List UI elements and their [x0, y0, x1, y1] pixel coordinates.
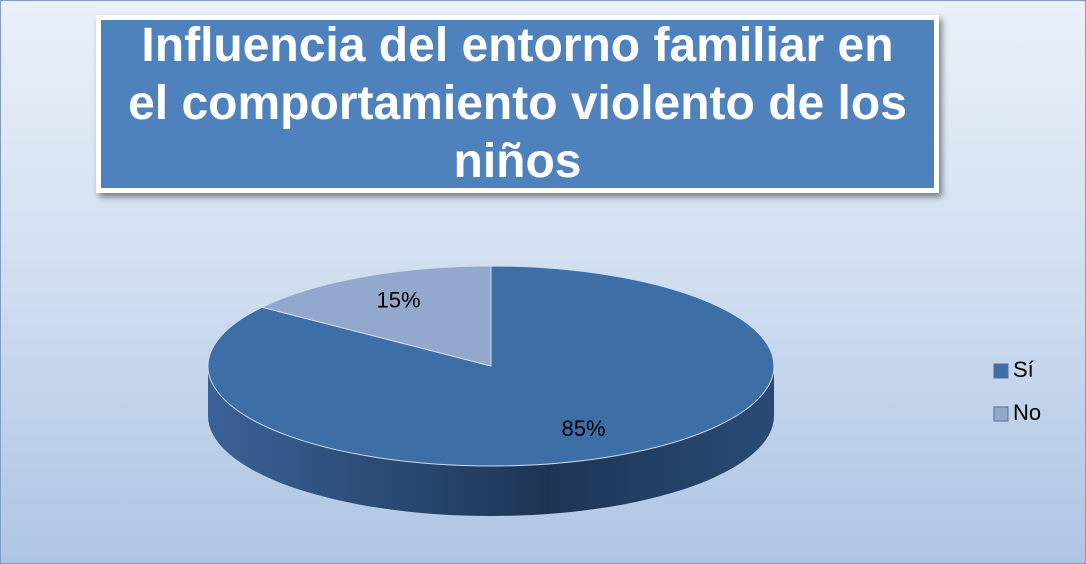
pie-side	[208, 366, 774, 516]
legend-label: No	[1013, 400, 1041, 425]
legend-label: Sí	[1013, 357, 1034, 382]
legend-swatch	[993, 406, 1009, 422]
pie-slice	[260, 265, 492, 367]
data-label: 15%	[376, 288, 420, 313]
chart-title: Influencia del entorno familiar en el co…	[96, 15, 939, 193]
data-label: 85%	[561, 416, 605, 441]
legend-swatch	[993, 363, 1009, 379]
